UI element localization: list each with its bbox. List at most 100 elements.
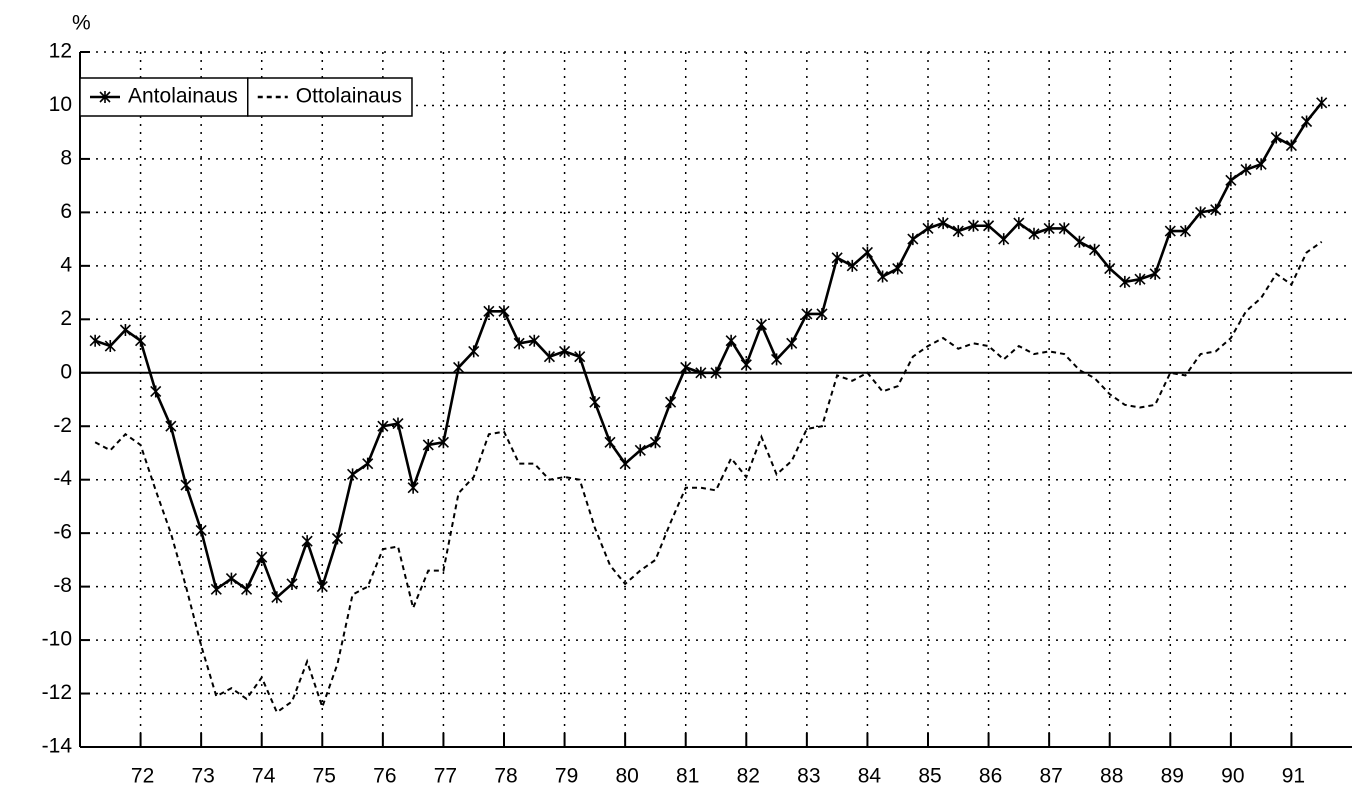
x-tick-label: 91 (1282, 765, 1305, 788)
x-tick-label: 90 (1221, 765, 1244, 788)
legend-item: Ottolainaus (247, 77, 413, 117)
marker (1210, 203, 1222, 216)
marker (513, 337, 525, 350)
marker (983, 219, 995, 232)
marker (952, 225, 964, 238)
marker (104, 340, 116, 353)
x-tick-label: 81 (676, 765, 699, 788)
legend: Antolainaus Ottolainaus (79, 77, 413, 117)
marker (180, 479, 192, 492)
marker (695, 366, 707, 379)
marker (649, 436, 661, 449)
x-tick-label: 82 (737, 765, 760, 788)
x-tick-label: 85 (918, 765, 941, 788)
marker (680, 361, 692, 374)
y-tick-label: -10 (42, 628, 72, 651)
marker (801, 307, 813, 320)
y-tick-label: -8 (53, 574, 72, 597)
marker (271, 591, 283, 604)
marker (119, 324, 131, 336)
legend-label: Ottolainaus (296, 85, 402, 108)
marker (574, 350, 586, 363)
marker (1134, 273, 1146, 286)
marker (89, 334, 101, 347)
marker (771, 353, 783, 366)
marker (619, 457, 631, 470)
marker (755, 318, 767, 331)
marker (1179, 225, 1191, 238)
marker (846, 259, 858, 272)
marker (1255, 158, 1267, 171)
marker (453, 361, 465, 374)
legend-bg (247, 78, 412, 116)
marker (256, 551, 268, 564)
marker (1119, 275, 1131, 288)
marker (559, 345, 571, 358)
marker (1316, 96, 1328, 109)
marker (1240, 163, 1252, 176)
marker (1104, 262, 1116, 275)
x-tick-label: 84 (858, 765, 882, 788)
y-tick-label: 8 (60, 146, 72, 169)
marker (286, 577, 298, 590)
marker (225, 572, 237, 585)
marker (347, 468, 359, 481)
marker (892, 262, 904, 275)
marker (1285, 139, 1297, 152)
marker (922, 222, 934, 235)
marker (437, 436, 449, 449)
marker (135, 334, 147, 347)
marker (362, 457, 374, 470)
legend-label: Antolainaus (128, 85, 238, 108)
x-tick-label: 77 (434, 765, 457, 788)
x-tick-label: 79 (555, 765, 578, 788)
marker (165, 420, 177, 433)
marker (1043, 222, 1055, 235)
y-tick-label: -4 (53, 467, 72, 490)
marker (1028, 227, 1040, 240)
series-line (94, 240, 1323, 714)
x-tick-label: 74 (252, 765, 276, 788)
y-tick-label: 4 (60, 253, 72, 276)
markers (89, 96, 1328, 604)
x-tick-label: 83 (797, 765, 820, 788)
marker (210, 583, 222, 596)
marker (407, 481, 419, 494)
marker (543, 350, 555, 363)
x-tick-label: 78 (494, 765, 517, 788)
marker (241, 583, 253, 596)
marker (998, 233, 1010, 246)
marker (1013, 217, 1025, 230)
marker (1089, 243, 1101, 256)
marker (1073, 235, 1085, 248)
y-tick-label: -2 (53, 414, 72, 437)
series-line (94, 101, 1323, 600)
marker (831, 251, 843, 264)
y-tick-label: -14 (42, 735, 73, 758)
x-tick-label: 73 (191, 765, 214, 788)
marker (710, 366, 722, 379)
marker (1225, 174, 1237, 187)
marker (301, 535, 313, 548)
marker (1149, 267, 1161, 280)
y-tick-label: 12 (49, 40, 72, 63)
legend-marker (99, 91, 111, 103)
marker (377, 420, 389, 433)
marker (1195, 206, 1207, 219)
y-tick-label: 2 (60, 307, 72, 330)
marker (1058, 222, 1070, 235)
marker (907, 233, 919, 246)
marker (1270, 131, 1282, 144)
y-tick-label: -6 (53, 521, 72, 544)
x-tick-label: 88 (1100, 765, 1123, 788)
marker (634, 444, 646, 457)
x-tick-label: 76 (373, 765, 396, 788)
x-tick-label: 86 (979, 765, 1002, 788)
marker (725, 334, 737, 347)
legend-box (247, 77, 413, 117)
x-tick-label: 72 (131, 765, 154, 788)
marker (604, 436, 616, 449)
y-tick-label: -12 (42, 681, 72, 704)
x-tick-label: 89 (1161, 765, 1184, 788)
